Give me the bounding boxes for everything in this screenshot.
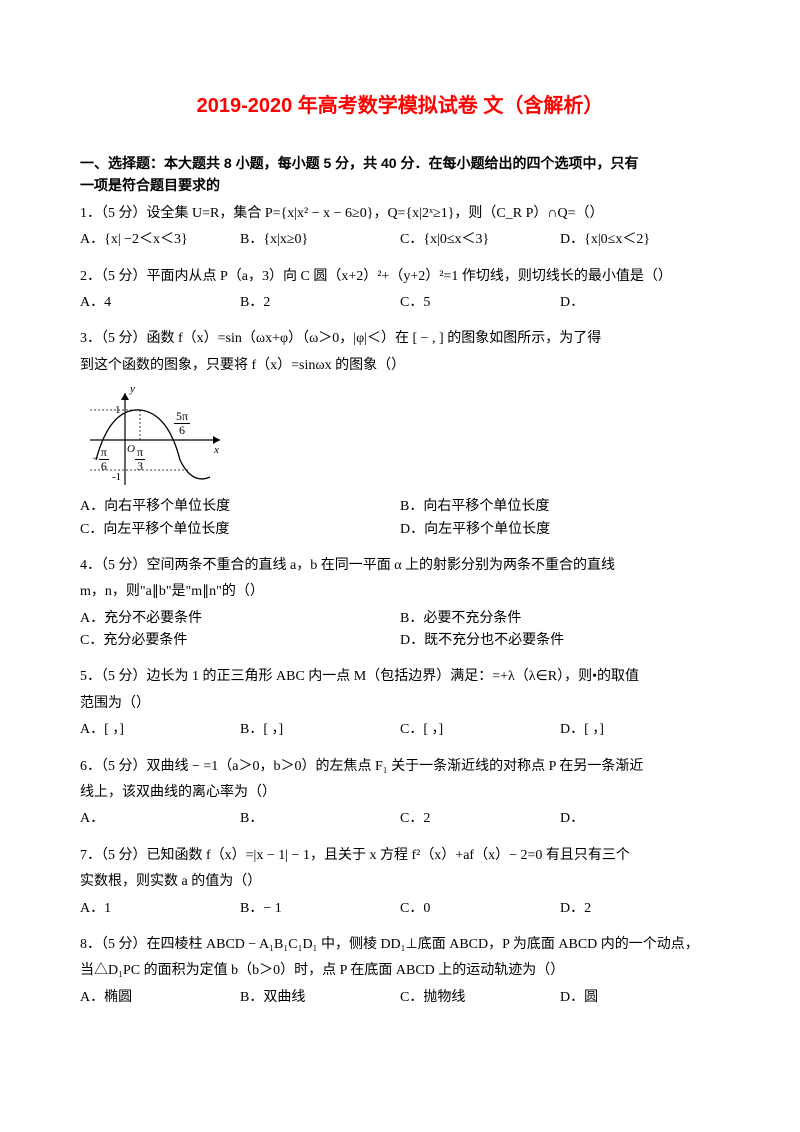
question-8: 8．（5 分）在四棱柱 ABCD − A₁B₁C₁D₁ 中，侧棱 DD₁⊥底面 …: [80, 934, 720, 1009]
q6-stem2: 线上，该双曲线的离心率为（）: [80, 782, 720, 804]
q6-opt-d: D．: [560, 808, 720, 830]
tick-neg-pi6: −π6: [92, 446, 109, 472]
section-header: 一、选择题：本大题共 8 小题，每小题 5 分，共 40 分．在每小题给出的四个…: [80, 152, 720, 197]
q7-opt-a: A．1: [80, 898, 240, 920]
q3-opt-c: C．向左平移个单位长度: [80, 519, 400, 541]
section-header-line2: 一项是符合题目要求的: [80, 177, 220, 193]
q2-stem: 2．（5 分）平面内从点 P（a，3）向 C 圆（x+2）²+（y+2）²=1 …: [80, 266, 720, 288]
q5-opt-a: A．[ ，]: [80, 719, 240, 741]
q1-opt-c: C．{x|0≤x＜3}: [400, 229, 560, 251]
q8-opt-d: D．圆: [560, 987, 720, 1009]
q4-stem2: m，n，则"a∥b"是"m∥n"的（）: [80, 581, 720, 603]
q7-opt-b: B．− 1: [240, 898, 400, 920]
q1-stem: 1．（5 分）设全集 U=R，集合 P={x|x² − x − 6≥0}，Q={…: [80, 203, 720, 225]
y-one-label: 1: [115, 404, 121, 416]
q8-opt-c: C．抛物线: [400, 987, 560, 1009]
q2-opt-c: C．5: [400, 292, 560, 314]
q6-opt-b: B．: [240, 808, 400, 830]
question-1: 1．（5 分）设全集 U=R，集合 P={x|x² − x − 6≥0}，Q={…: [80, 203, 720, 252]
q8-stem1: 8．（5 分）在四棱柱 ABCD − A₁B₁C₁D₁ 中，侧棱 DD₁⊥底面 …: [80, 934, 720, 956]
question-4: 4．（5 分）空间两条不重合的直线 a，b 在同一平面 α 上的射影分别为两条不…: [80, 555, 720, 653]
q3-opt-d: D．向左平移个单位长度: [400, 519, 720, 541]
q8-opt-a: A．椭圆: [80, 987, 240, 1009]
tick-5pi6: 5π6: [174, 410, 190, 436]
question-5: 5．（5 分）边长为 1 的正三角形 ABC 内一点 M（包括边界）满足：=+λ…: [80, 666, 720, 741]
q6-stem1: 6．（5 分）双曲线 − =1（a＞0，b＞0）的左焦点 F₁ 关于一条渐近线的…: [80, 756, 720, 778]
q5-opt-d: D．[ ，]: [560, 719, 720, 741]
q2-opt-a: A．4: [80, 292, 240, 314]
question-7: 7．（5 分）已知函数 f（x）=|x − 1| − 1，且关于 x 方程 f²…: [80, 845, 720, 920]
q4-opt-a: A．充分不必要条件: [80, 608, 400, 630]
question-2: 2．（5 分）平面内从点 P（a，3）向 C 圆（x+2）²+（y+2）²=1 …: [80, 266, 720, 315]
q5-opt-b: B．[ ，]: [240, 719, 400, 741]
q7-opt-d: D．2: [560, 898, 720, 920]
q1-opt-b: B．{x|x≥0}: [240, 229, 400, 251]
q6-opt-a: A．: [80, 808, 240, 830]
q3-stem1: 3．（5 分）函数 f（x）=sin（ωx+φ）（ω＞0，|φ|＜）在 [ − …: [80, 328, 720, 350]
question-3: 3．（5 分）函数 f（x）=sin（ωx+φ）（ω＞0，|φ|＜）在 [ − …: [80, 328, 720, 541]
q1-opt-a: A．{x| −2＜x＜3}: [80, 229, 240, 251]
q2-opt-d: D．: [560, 292, 720, 314]
page-title: 2019-2020 年高考数学模拟试卷 文（含解析）: [80, 90, 720, 122]
q7-stem2: 实数根，则实数 a 的值为（）: [80, 871, 720, 893]
y-neg-one-label: -1: [112, 471, 121, 483]
q4-opt-b: B．必要不充分条件: [400, 608, 720, 630]
q8-stem2: 当△D₁PC 的面积为定值 b（b＞0）时，点 P 在底面 ABCD 上的运动轨…: [80, 960, 720, 982]
q3-opt-a: A．向右平移个单位长度: [80, 496, 400, 518]
q4-opt-d: D．既不充分也不必要条件: [400, 630, 720, 652]
q6-opt-c: C．2: [400, 808, 560, 830]
q3-opt-b: B．向右平移个单位长度: [400, 496, 720, 518]
q2-opt-b: B．2: [240, 292, 400, 314]
q3-graph: y x O 1 -1 −π6 π3 5π6: [80, 385, 720, 490]
q5-opt-c: C．[ ，]: [400, 719, 560, 741]
section-header-line1: 一、选择题：本大题共 8 小题，每小题 5 分，共 40 分．在每小题给出的四个…: [80, 155, 638, 171]
q4-stem1: 4．（5 分）空间两条不重合的直线 a，b 在同一平面 α 上的射影分别为两条不…: [80, 555, 720, 577]
q7-opt-c: C．0: [400, 898, 560, 920]
q7-stem1: 7．（5 分）已知函数 f（x）=|x − 1| − 1，且关于 x 方程 f²…: [80, 845, 720, 867]
q3-stem2: 到这个函数的图象，只要将 f（x）=sinωx 的图象（）: [80, 355, 720, 377]
origin-label: O: [127, 443, 135, 455]
x-axis-label: x: [213, 444, 219, 456]
q1-opt-d: D．{x|0≤x＜2}: [560, 229, 720, 251]
q8-opt-b: B．双曲线: [240, 987, 400, 1009]
tick-pi3: π3: [135, 446, 145, 472]
y-axis-label: y: [129, 385, 135, 395]
q5-stem2: 范围为（）: [80, 693, 720, 715]
question-6: 6．（5 分）双曲线 − =1（a＞0，b＞0）的左焦点 F₁ 关于一条渐近线的…: [80, 756, 720, 831]
q4-opt-c: C．充分必要条件: [80, 630, 400, 652]
q5-stem1: 5．（5 分）边长为 1 的正三角形 ABC 内一点 M（包括边界）满足：=+λ…: [80, 666, 720, 688]
